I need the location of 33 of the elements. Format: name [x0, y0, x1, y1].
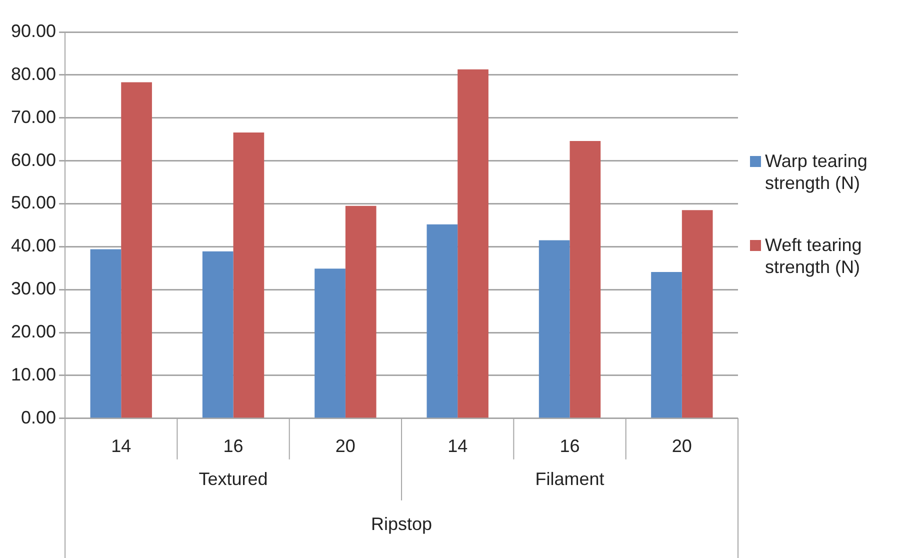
- x-tick-label: 16: [560, 436, 580, 456]
- legend-label: Warp tearing strength (N): [765, 150, 868, 194]
- text: Filament: [535, 468, 604, 489]
- bar: [426, 224, 458, 418]
- text: Ripstop: [371, 514, 432, 534]
- x-tick-label: 14: [448, 436, 468, 456]
- bar: [682, 210, 713, 418]
- bar: [345, 206, 376, 418]
- x-tick-label: 20: [672, 436, 692, 456]
- y-tick-label: 80.00: [10, 64, 56, 84]
- bar: [458, 69, 488, 418]
- bar: [538, 240, 570, 418]
- y-tick-label: 40.00: [10, 236, 56, 256]
- y-tick-label: 0.00: [20, 407, 56, 428]
- y-tick-label: 60.00: [10, 150, 56, 170]
- y-tick-label: 90.00: [10, 20, 56, 41]
- x-tick-label: 14: [111, 436, 132, 456]
- y-tick-label: 50.00: [10, 192, 56, 213]
- bar: [90, 249, 122, 418]
- bar: [233, 132, 264, 418]
- y-tick-label: 20.00: [10, 322, 56, 342]
- legend-label: Weft tearing strength (N): [765, 234, 863, 278]
- bar: [651, 272, 682, 418]
- x-tick-label: 16: [223, 436, 244, 456]
- y-tick-label: 10.00: [10, 364, 56, 384]
- y-tick-label: 70.00: [10, 106, 56, 127]
- y-tick-label: 30.00: [10, 278, 56, 299]
- bar: [202, 251, 234, 418]
- bar: [570, 141, 601, 418]
- x-tick-label: 20: [335, 436, 356, 456]
- bar: [314, 268, 346, 418]
- bar: [121, 82, 152, 418]
- text: Textured: [198, 468, 268, 489]
